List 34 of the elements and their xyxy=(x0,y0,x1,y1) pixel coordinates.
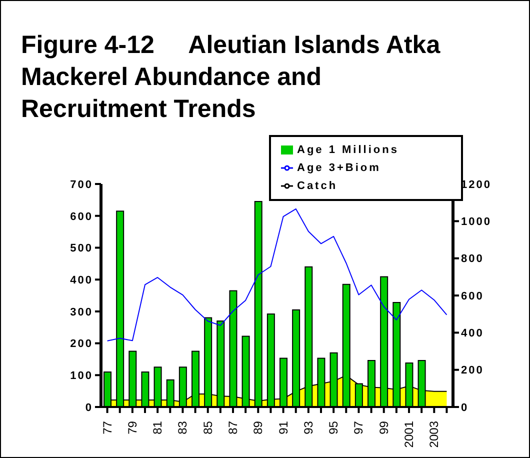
y-tick-label: 300 xyxy=(70,306,93,318)
x-tick-label: 95 xyxy=(326,420,341,434)
y2-tick-label: 800 xyxy=(461,253,484,266)
x-tick-label: 97 xyxy=(352,420,366,434)
x-tick-label: 85 xyxy=(200,420,215,434)
y-tick-label: 200 xyxy=(70,338,93,350)
x-tick-label: 99 xyxy=(376,420,391,434)
line-series xyxy=(106,208,448,342)
legend-label: Age 1 Millions xyxy=(297,144,399,156)
x-tick-label: 89 xyxy=(251,420,266,434)
y2-tick-label: 0 xyxy=(461,402,469,414)
x-tick-label: 77 xyxy=(100,420,114,434)
legend-label: Age 3+Biom xyxy=(297,162,381,174)
legend-label: Catch xyxy=(297,180,338,192)
y2-tick-label: 200 xyxy=(461,364,484,377)
x-tick-label: 79 xyxy=(125,420,140,434)
chart-title: Figure 4-12 Aleutian Islands Atka Mackerel Abundance and Recruitment Trends xyxy=(21,30,442,125)
y-tick-label: 600 xyxy=(70,210,93,223)
x-tick-label: 93 xyxy=(301,420,316,434)
y2-tick-label: 600 xyxy=(461,290,484,302)
x-tick-label: 81 xyxy=(150,420,165,434)
x-tick-label: 83 xyxy=(176,420,190,434)
y-tick-label: 0 xyxy=(85,402,93,414)
y-tick-label: 700 xyxy=(70,178,93,191)
y-tick-label: 400 xyxy=(70,274,93,286)
x-tick-label: 91 xyxy=(276,420,290,434)
x-tick-label: 87 xyxy=(226,420,240,434)
x-tick-label: 2001 xyxy=(402,420,416,448)
y-tick-label: 100 xyxy=(70,370,93,382)
x-tick-label: 2003 xyxy=(427,420,442,448)
y-tick-label: 500 xyxy=(70,242,93,255)
y2-tick-label: 400 xyxy=(461,328,484,340)
y2-tick-label: 1200 xyxy=(461,178,492,191)
y2-tick-label: 1000 xyxy=(461,216,492,228)
